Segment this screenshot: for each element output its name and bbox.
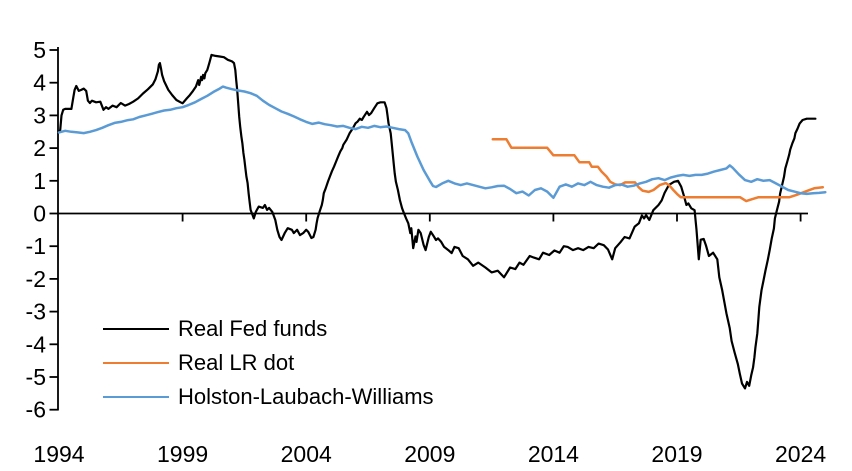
y-tick-label: -2: [26, 266, 46, 292]
x-tick-label: 2009: [404, 441, 455, 467]
y-tick-label: 3: [33, 102, 46, 128]
y-tick-label: -5: [26, 364, 46, 390]
series-lines: [57, 53, 827, 390]
axes: [49, 47, 808, 411]
legend-label-real-lr-dot: Real LR dot: [178, 350, 295, 375]
legend-item-real-fed-funds: Real Fed funds: [103, 312, 434, 346]
legend-label-real-fed-funds: Real Fed funds: [178, 316, 328, 341]
series-line-real-lr-dot: [491, 138, 825, 203]
series-line-real-fed-funds: [57, 53, 817, 390]
legend-line-swatch-black: [103, 328, 169, 330]
y-tick-label: 1: [33, 168, 46, 194]
legend-line-swatch-orange: [103, 362, 169, 364]
legend-item-real-lr-dot: Real LR dot: [103, 346, 434, 380]
y-tick-label: 0: [33, 201, 46, 227]
y-tick-label: -4: [26, 331, 47, 357]
x-tick-label: 2024: [775, 441, 826, 467]
x-tick-label: 2014: [528, 441, 579, 467]
y-tick-label: -1: [26, 233, 46, 259]
axis-labels: 5 4 3 2 1 0 -1 -2 -3 -4 -5 -6 1994 1999 2004 2009 2014 20…: [26, 37, 827, 467]
legend-item-holston-laubach-williams: Holston-Laubach-Williams: [103, 380, 434, 414]
y-tick-label: 4: [33, 70, 46, 96]
series-line-holston-laubach-williams: [57, 85, 827, 200]
legend-line-swatch-blue: [103, 396, 169, 398]
y-tick-label: -6: [26, 397, 46, 423]
x-tick-label: 2004: [281, 441, 332, 467]
y-tick-label: 2: [33, 135, 46, 161]
x-tick-label: 2019: [651, 441, 702, 467]
y-tick-label: 5: [33, 37, 46, 63]
y-tick-label: -3: [26, 299, 46, 325]
legend-label-holston-laubach-williams: Holston-Laubach-Williams: [178, 384, 434, 409]
x-tick-label: 1994: [33, 441, 84, 467]
legend: Real Fed funds Real LR dot Holston-Lauba…: [103, 312, 434, 414]
x-tick-label: 1999: [157, 441, 208, 467]
